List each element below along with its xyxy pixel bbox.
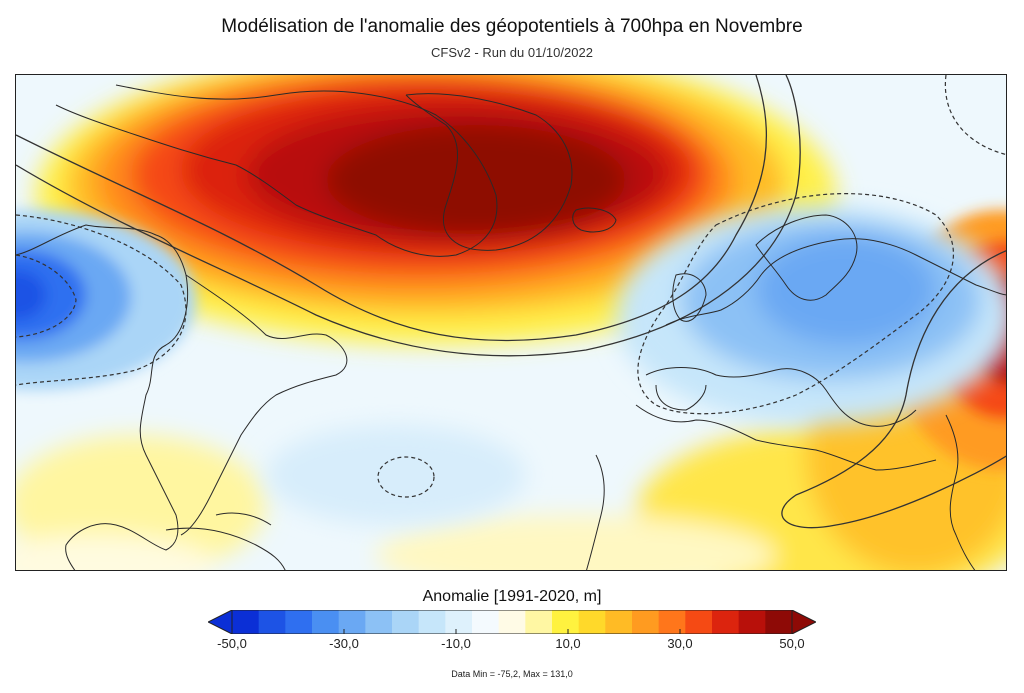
legend-title: Anomalie [1991-2020, m] <box>422 588 602 605</box>
colorbar-swatch <box>712 610 740 634</box>
colorbar-tick-label: -10,0 <box>441 636 471 651</box>
colorbar-swatch <box>445 610 473 634</box>
colorbar-swatch <box>658 610 686 634</box>
colorbar-swatch <box>578 610 606 634</box>
negative-contours <box>16 75 1006 498</box>
coastlines <box>16 84 1006 570</box>
colorbar-swatch <box>232 610 260 634</box>
colorbar-swatch <box>632 610 660 634</box>
colorbar-over-arrow <box>791 610 816 634</box>
anomaly-field <box>16 75 1006 570</box>
colorbar-tick-label: -50,0 <box>217 636 247 651</box>
scandinavia-low <box>616 205 1006 425</box>
colorbar-swatch <box>685 610 713 634</box>
colorbar-swatch <box>418 610 446 634</box>
colorbar-swatch <box>285 610 313 634</box>
anomaly-map <box>15 74 1007 571</box>
colorbar-swatch <box>605 610 633 634</box>
contour-lines <box>16 75 1006 529</box>
map-subtitle: CFSv2 - Run du 01/10/2022 <box>431 45 593 60</box>
map-title: Modélisation de l'anomalie des géopotent… <box>221 16 803 37</box>
data-min-max: Data Min = -75,2, Max = 131,0 <box>451 669 573 679</box>
anomaly-map-svg <box>16 75 1006 570</box>
colorbar-tick-label: 50,0 <box>779 636 805 651</box>
colorbar-swatch <box>525 610 553 634</box>
colorbar-swatch <box>312 610 340 634</box>
colorbar-swatch <box>472 610 500 634</box>
colorbar-tick-label: 30,0 <box>667 636 693 651</box>
positive-anomaly-south <box>16 335 1006 570</box>
colorbar-tick-label: 10,0 <box>555 636 581 651</box>
colorbar-swatch <box>392 610 420 634</box>
colorbar-swatch <box>365 610 393 634</box>
colorbar-tick-label: -30,0 <box>329 636 359 651</box>
colorbar-swatch <box>498 610 526 634</box>
colorbar-swatch <box>738 610 766 634</box>
colorbar-frame <box>231 610 793 634</box>
colorbar <box>208 610 816 634</box>
colorbar-swatch <box>552 610 580 634</box>
colorbar-swatch <box>258 610 286 634</box>
pacific-low <box>16 210 196 390</box>
atlantic-low <box>266 425 526 525</box>
colorbar-swatch <box>338 610 366 634</box>
colorbar-under-arrow <box>208 610 233 634</box>
colorbar-swatch <box>765 610 793 634</box>
